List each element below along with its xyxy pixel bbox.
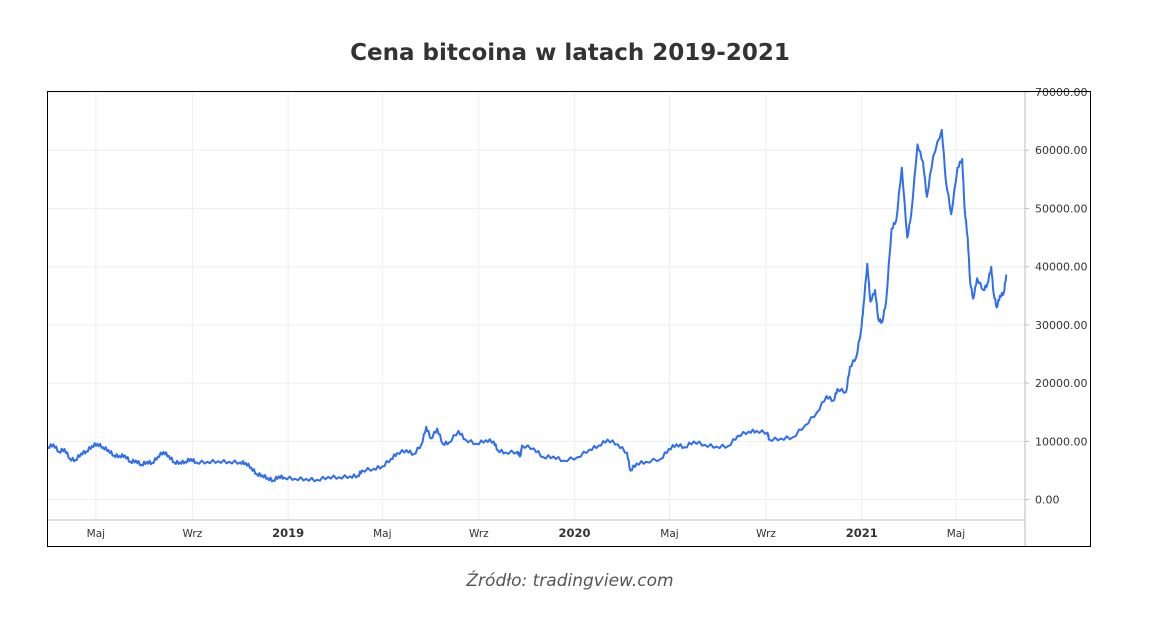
- grid-lines: [48, 91, 1025, 520]
- y-tick-label: 30000.00: [1035, 319, 1088, 332]
- y-axis-ticks: 70000.00 60000.00 50000.00 40000.00 30000.00…: [1025, 86, 1088, 507]
- y-tick-label: 0.00: [1035, 494, 1060, 507]
- y-tick-label: 20000.00: [1035, 377, 1088, 390]
- x-tick-label: Maj: [947, 528, 965, 540]
- page-title: Cena bitcoina w latach 2019-2021: [350, 40, 790, 66]
- y-tick-label: 10000.00: [1035, 435, 1088, 448]
- x-axis-ticks: Maj Wrz 2019 Maj Wrz 2020 Maj Wrz 2021 Maj: [87, 526, 965, 540]
- y-tick-label: 60000.00: [1035, 144, 1088, 157]
- series-layer: [47, 128, 1008, 483]
- x-tick-label: Wrz: [469, 528, 489, 540]
- y-tick-label: 70000.00: [1035, 86, 1088, 99]
- y-tick-label: 40000.00: [1035, 261, 1088, 274]
- price-series-line: [47, 128, 1008, 483]
- x-tick-label: 2020: [559, 526, 591, 540]
- x-tick-label: Maj: [87, 528, 105, 540]
- x-tick-label: Wrz: [756, 528, 776, 540]
- x-tick-label: Wrz: [183, 528, 203, 540]
- x-tick-label: Maj: [660, 528, 678, 540]
- chart-frame: [47, 91, 1091, 547]
- x-tick-label: 2021: [846, 526, 878, 540]
- y-tick-label: 50000.00: [1035, 202, 1088, 215]
- x-tick-label: Maj: [373, 528, 391, 540]
- source-caption: Źródło: tradingview.com: [466, 571, 674, 591]
- x-tick-label: 2019: [272, 526, 304, 540]
